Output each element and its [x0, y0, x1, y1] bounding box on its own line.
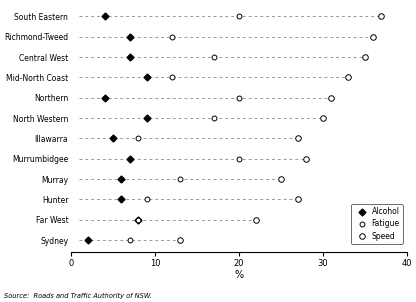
- Text: Source:  Roads and Traffic Authority of NSW.: Source: Roads and Traffic Authority of N…: [4, 293, 152, 299]
- X-axis label: %: %: [234, 270, 243, 280]
- Legend: Alcohol, Fatigue, Speed: Alcohol, Fatigue, Speed: [351, 204, 403, 244]
